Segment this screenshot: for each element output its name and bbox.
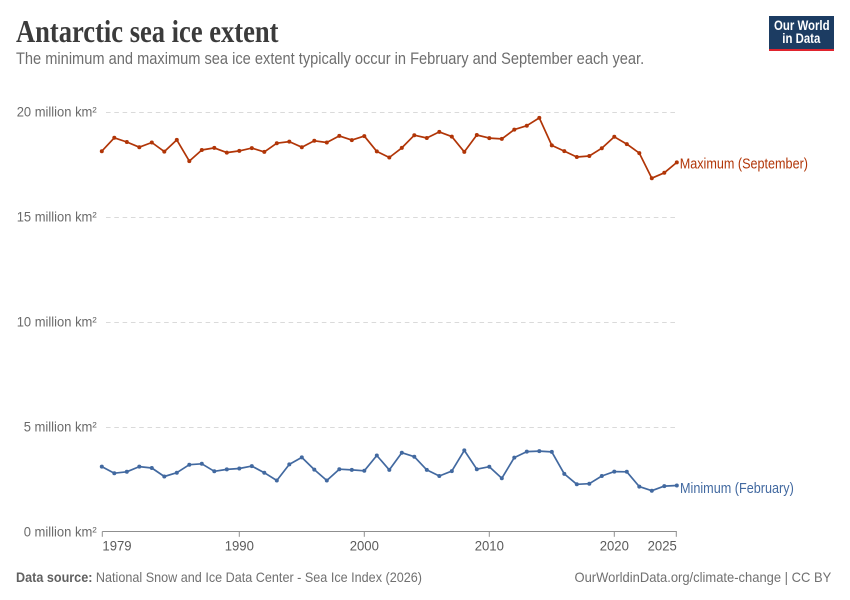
svg-text:1990: 1990 bbox=[225, 537, 254, 553]
svg-text:2000: 2000 bbox=[350, 537, 379, 553]
svg-text:Minimum (February): Minimum (February) bbox=[680, 481, 794, 497]
svg-text:2025: 2025 bbox=[648, 537, 677, 553]
svg-text:10 million km²: 10 million km² bbox=[17, 314, 97, 330]
svg-text:2010: 2010 bbox=[475, 537, 504, 553]
svg-text:20 million km²: 20 million km² bbox=[17, 104, 97, 120]
svg-text:15 million km²: 15 million km² bbox=[17, 209, 97, 225]
svg-text:2020: 2020 bbox=[600, 537, 629, 553]
svg-text:5 million km²: 5 million km² bbox=[24, 419, 97, 435]
svg-text:0 million km²: 0 million km² bbox=[24, 523, 97, 539]
svg-text:1979: 1979 bbox=[102, 537, 131, 553]
svg-text:Maximum (September): Maximum (September) bbox=[680, 157, 808, 173]
